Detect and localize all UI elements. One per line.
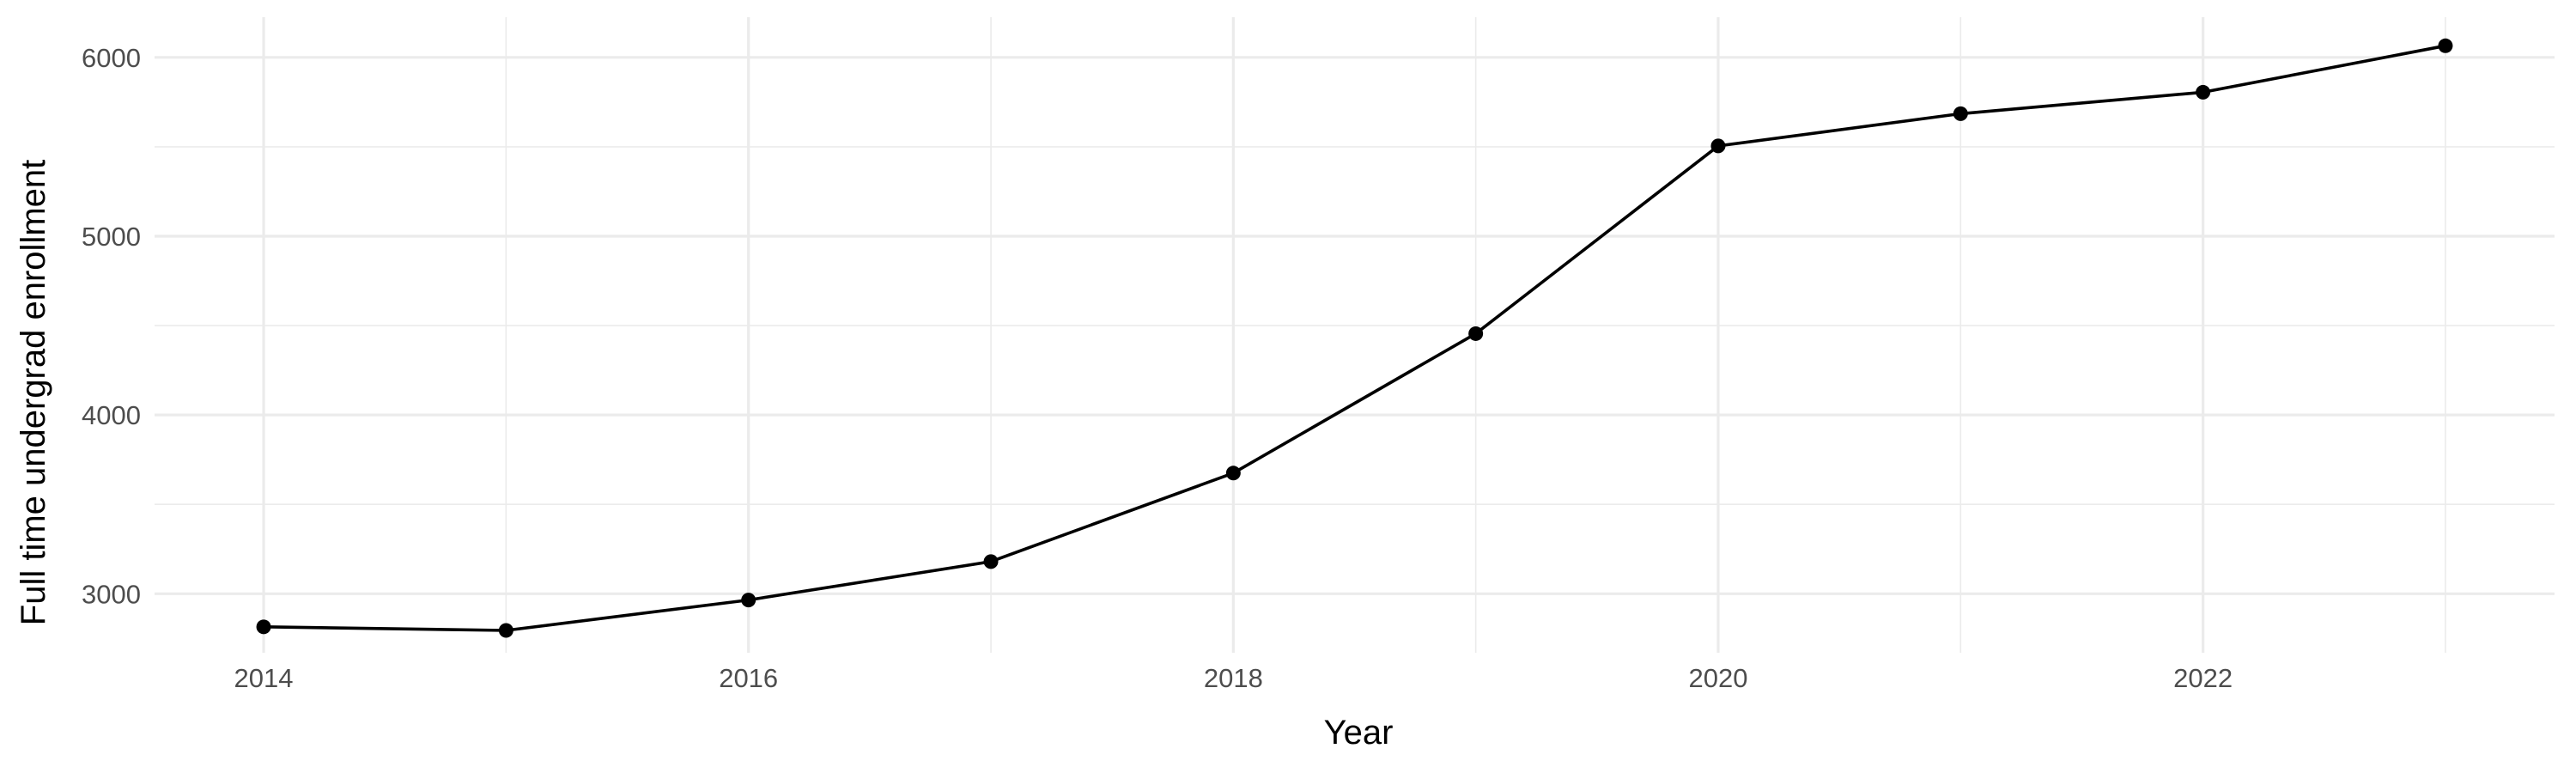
data-point bbox=[1710, 138, 1726, 154]
data-point bbox=[1468, 326, 1484, 341]
data-point bbox=[741, 593, 756, 608]
data-point bbox=[256, 619, 271, 635]
x-tick-label: 2020 bbox=[1689, 663, 1748, 693]
y-tick-label: 3000 bbox=[82, 579, 141, 609]
data-point bbox=[2196, 84, 2211, 100]
x-axis-title: Year bbox=[1324, 714, 1394, 752]
x-tick-labels: 2014 2016 2018 2020 2022 bbox=[234, 663, 2233, 693]
y-tick-label: 4000 bbox=[82, 400, 141, 430]
x-tick-label: 2018 bbox=[1204, 663, 1263, 693]
data-point bbox=[498, 623, 513, 638]
x-tick-label: 2014 bbox=[234, 663, 294, 693]
grid-lines bbox=[155, 17, 2555, 653]
data-point bbox=[2438, 38, 2453, 53]
x-tick-label: 2022 bbox=[2173, 663, 2233, 693]
data-point bbox=[1953, 106, 1968, 121]
y-tick-labels: 3000 4000 5000 6000 bbox=[82, 43, 141, 609]
y-tick-label: 5000 bbox=[82, 222, 141, 252]
data-point bbox=[983, 554, 999, 569]
series-line bbox=[263, 44, 2446, 632]
data-point bbox=[1225, 466, 1241, 481]
data-series bbox=[256, 38, 2453, 638]
y-axis-title: Full time undergrad enrollment bbox=[15, 160, 52, 625]
x-tick-label: 2016 bbox=[719, 663, 778, 693]
y-tick-label: 6000 bbox=[82, 43, 141, 73]
